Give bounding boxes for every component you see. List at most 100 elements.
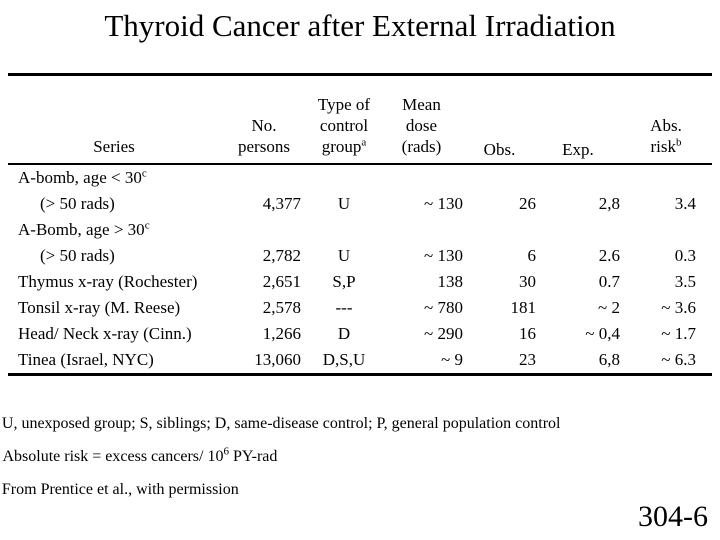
cell-exp: ~ 0,4 — [585, 323, 620, 343]
cell-series: (> 50 rads) — [8, 243, 220, 269]
col-header-persons-label: No. persons — [238, 115, 290, 156]
footnote-a: aU, unexposed group; S, siblings; D, sam… — [0, 407, 720, 440]
cell-abs-risk: 3.5 — [674, 271, 696, 291]
cell-control: --- — [335, 297, 353, 317]
cell-series: (> 50 rads) — [8, 191, 220, 217]
col-header-abs-risk-label: Abs. risk — [650, 115, 682, 156]
cell-series: Tinea (Israel, NYC) — [8, 347, 220, 375]
cell-control — [308, 164, 380, 191]
cell-obs: 23 — [519, 349, 536, 369]
cell-series: A-Bomb, age > 30c — [8, 217, 220, 243]
cell-abs-risk: 3.4 — [674, 193, 696, 213]
cell-dose — [380, 217, 463, 243]
series-label: Thymus x-ray (Rochester) — [18, 271, 198, 291]
col-header-dose: Mean dose (rads) — [380, 74, 463, 165]
series-label: Head/ Neck x-ray (Cinn.) — [18, 323, 192, 343]
cell-abs-risk — [620, 164, 712, 191]
cell-persons: 2,651 — [262, 271, 301, 291]
series-label: (> 50 rads) — [40, 245, 115, 265]
cell-obs: 16 — [519, 323, 536, 343]
cell-exp: ~ 2 — [598, 297, 620, 317]
cell-obs: 181 — [510, 297, 537, 317]
col-header-exp-label: Exp. — [562, 139, 594, 159]
col-header-control-label: Type of control group — [317, 94, 371, 156]
cell-control: U — [337, 245, 351, 265]
cell-exp: 0.7 — [598, 271, 620, 291]
cell-exp: 6,8 — [598, 349, 620, 369]
cell-series: A-bomb, age < 30c — [8, 164, 220, 191]
footnote-ref-c: c — [141, 166, 147, 179]
cell-dose: ~ 130 — [424, 193, 463, 213]
cell-series: Thymus x-ray (Rochester) — [8, 269, 220, 295]
cell-control: S,P — [332, 271, 356, 291]
series-label: A-Bomb, age > 30 — [18, 219, 145, 239]
footnote-ref-a: a — [361, 135, 367, 148]
col-header-series-label: Series — [93, 136, 135, 156]
table-row: Tonsil x-ray (M. Reese) 2,578 --- ~ 780 … — [8, 295, 712, 321]
cell-abs-risk: ~ 1.7 — [661, 323, 696, 343]
cell-series: Tonsil x-ray (M. Reese) — [8, 295, 220, 321]
footnote-ref-c: c — [144, 218, 150, 231]
table-row: Head/ Neck x-ray (Cinn.) 1,266 D ~ 290 1… — [8, 321, 712, 347]
page-number: 304-6 — [638, 500, 708, 533]
footnotes: aU, unexposed group; S, siblings; D, sam… — [0, 407, 720, 506]
cell-persons: 13,060 — [254, 349, 301, 369]
footnote-b-exponent: 6 — [223, 445, 229, 458]
series-label: (> 50 rads) — [40, 193, 115, 213]
cell-exp: 2,8 — [598, 193, 620, 213]
cell-exp — [536, 217, 620, 243]
cell-control: D — [337, 323, 351, 343]
table-row: Tinea (Israel, NYC) 13,060 D,S,U ~ 9 23 … — [8, 347, 712, 375]
footnote-ref-b: b — [676, 135, 682, 148]
footnote-b-marker: b — [0, 446, 1, 458]
cell-dose: 138 — [437, 271, 464, 291]
col-header-obs-label: Obs. — [483, 139, 516, 159]
table-row: A-Bomb, age > 30c — [8, 217, 712, 243]
cell-persons: 4,377 — [262, 193, 301, 213]
cell-control: D,S,U — [322, 349, 366, 369]
cell-exp: 2.6 — [598, 245, 620, 265]
col-header-abs-risk: Abs. riskb — [620, 74, 712, 165]
col-header-dose-label: Mean dose (rads) — [401, 94, 442, 156]
table-row: (> 50 rads) 2,782 U ~ 130 6 2.6 0.3 — [8, 243, 712, 269]
footnote-b: bAbsolute risk = excess cancers/ 106 PY-… — [0, 440, 720, 473]
cell-abs-risk: ~ 6.3 — [661, 349, 696, 369]
cell-abs-risk — [620, 217, 712, 243]
table-row: A-bomb, age < 30c — [8, 164, 712, 191]
table-row: (> 50 rads) 4,377 U ~ 130 26 2,8 3.4 — [8, 191, 712, 217]
irradiation-table: Series No. persons Type of control group… — [8, 73, 712, 376]
cell-persons — [220, 164, 308, 191]
cell-dose: ~ 780 — [424, 297, 463, 317]
cell-obs: 26 — [519, 193, 536, 213]
footnote-c: cFrom Prentice et al., with permission — [0, 473, 720, 506]
cell-dose: ~ 130 — [424, 245, 463, 265]
cell-dose: ~ 9 — [441, 349, 463, 369]
footnote-b-text-pre: Absolute risk = excess cancers/ 10 — [2, 448, 224, 465]
col-header-exp: Exp. — [536, 74, 620, 165]
footnote-c-text: From Prentice et al., with permission — [1, 481, 239, 498]
cell-persons: 1,266 — [262, 323, 301, 343]
series-label: Tinea (Israel, NYC) — [18, 349, 154, 369]
cell-obs — [463, 217, 536, 243]
col-header-control: Type of control groupa — [308, 74, 380, 165]
cell-control — [308, 217, 380, 243]
cell-obs: 30 — [519, 271, 536, 291]
cell-abs-risk: 0.3 — [674, 245, 696, 265]
cell-persons — [220, 217, 308, 243]
cell-obs — [463, 164, 536, 191]
cell-exp — [536, 164, 620, 191]
cell-abs-risk: ~ 3.6 — [661, 297, 696, 317]
cell-persons: 2,782 — [262, 245, 301, 265]
series-label: A-bomb, age < 30 — [18, 167, 142, 187]
col-header-obs: Obs. — [463, 74, 536, 165]
cell-control: U — [337, 193, 351, 213]
series-label: Tonsil x-ray (M. Reese) — [18, 297, 181, 317]
header-row: Series No. persons Type of control group… — [8, 74, 712, 165]
table-row: Thymus x-ray (Rochester) 2,651 S,P 138 3… — [8, 269, 712, 295]
cell-dose: ~ 290 — [424, 323, 463, 343]
slide-title: Thyroid Cancer after External Irradiatio… — [104, 8, 616, 43]
cell-series: Head/ Neck x-ray (Cinn.) — [8, 321, 220, 347]
cell-dose — [380, 164, 463, 191]
col-header-series: Series — [8, 74, 220, 165]
